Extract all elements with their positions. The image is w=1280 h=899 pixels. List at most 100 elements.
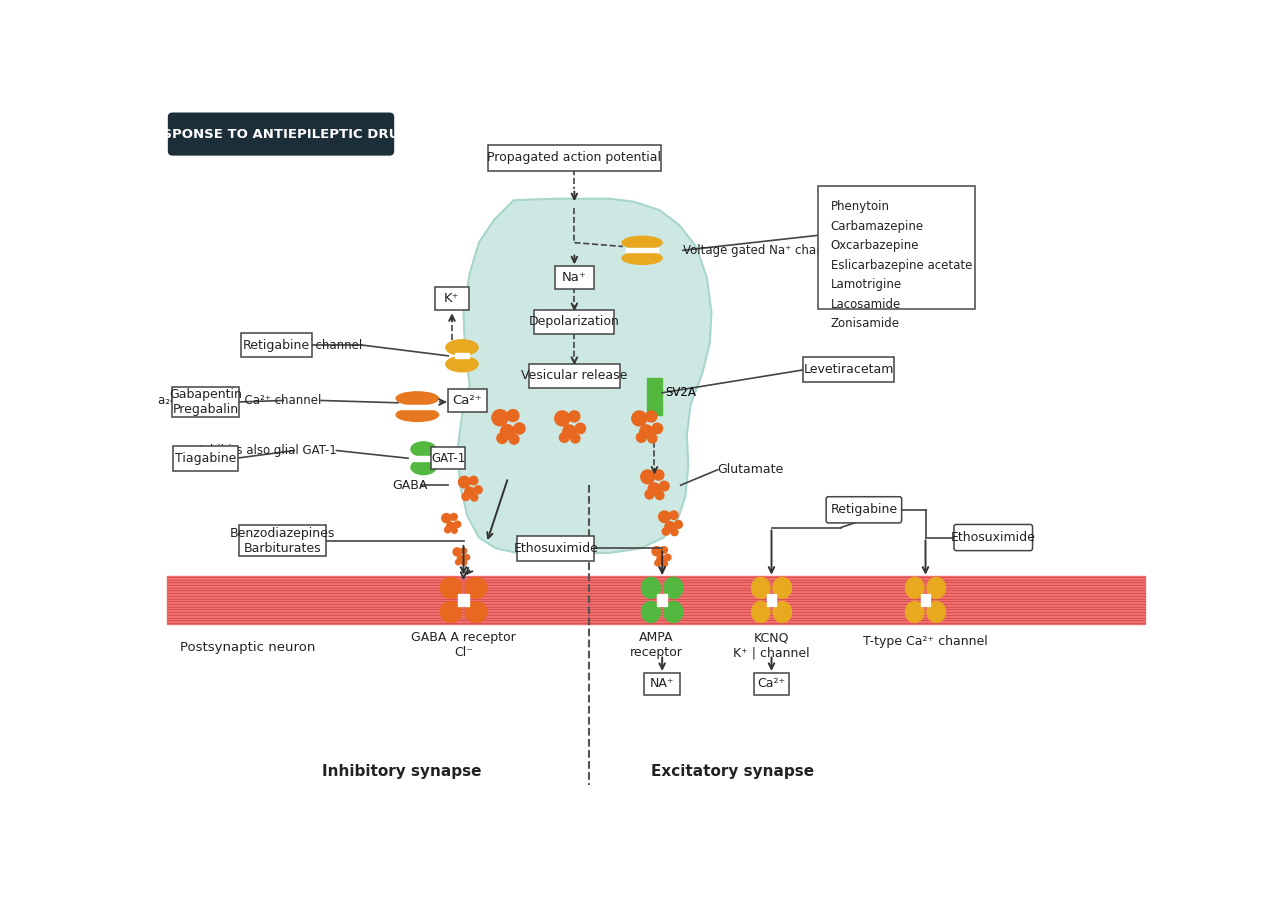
Text: T-type Ca²⁺ channel: T-type Ca²⁺ channel (863, 636, 988, 648)
Text: Vesicular release: Vesicular release (521, 369, 627, 382)
Circle shape (456, 559, 461, 565)
Circle shape (458, 476, 470, 488)
Circle shape (454, 521, 461, 528)
Text: Ca²⁺: Ca²⁺ (453, 394, 483, 407)
Circle shape (474, 485, 483, 494)
Circle shape (655, 491, 664, 500)
Ellipse shape (927, 601, 946, 622)
Text: NA⁺: NA⁺ (650, 677, 675, 690)
Ellipse shape (905, 601, 924, 622)
FancyBboxPatch shape (517, 536, 594, 561)
Text: KCNQ
K⁺ | channel: KCNQ K⁺ | channel (733, 631, 810, 660)
Circle shape (675, 521, 682, 529)
Circle shape (648, 434, 657, 443)
FancyBboxPatch shape (529, 363, 621, 388)
Ellipse shape (396, 392, 439, 405)
Circle shape (640, 425, 653, 438)
Ellipse shape (751, 601, 771, 622)
Text: Gabapentin
Pregabalin: Gabapentin Pregabalin (169, 388, 242, 416)
Circle shape (646, 411, 657, 422)
Ellipse shape (664, 577, 684, 599)
Text: Na⁺: Na⁺ (562, 271, 586, 284)
Circle shape (451, 513, 457, 521)
FancyBboxPatch shape (238, 525, 326, 556)
Bar (646, 378, 662, 415)
Text: Levetiracetam: Levetiracetam (804, 363, 893, 376)
Circle shape (652, 423, 663, 433)
Text: AMPA
receptor: AMPA receptor (630, 631, 682, 660)
Circle shape (648, 483, 660, 494)
Text: SV2A: SV2A (666, 387, 696, 399)
FancyBboxPatch shape (644, 673, 680, 695)
Bar (658, 593, 667, 606)
Circle shape (664, 521, 675, 532)
Circle shape (652, 547, 662, 556)
Circle shape (452, 528, 457, 533)
Circle shape (664, 554, 671, 561)
Circle shape (559, 432, 570, 442)
Text: Ethosuximide: Ethosuximide (513, 542, 598, 555)
Circle shape (492, 410, 508, 426)
FancyBboxPatch shape (448, 389, 486, 412)
Bar (401, 405, 434, 409)
Bar (626, 248, 658, 253)
Text: Voltage gated Na⁺ channel: Voltage gated Na⁺ channel (684, 244, 842, 257)
Circle shape (509, 434, 518, 444)
Circle shape (662, 528, 669, 535)
Text: Inhibits also glial GAT-1: Inhibits also glial GAT-1 (198, 444, 337, 457)
Text: GABA A receptor
Cl⁻: GABA A receptor Cl⁻ (411, 631, 516, 660)
Text: Excitatory synapse: Excitatory synapse (652, 764, 814, 779)
Circle shape (669, 511, 678, 520)
FancyBboxPatch shape (803, 358, 895, 382)
Circle shape (657, 556, 664, 564)
Ellipse shape (664, 601, 684, 622)
Circle shape (462, 560, 467, 565)
Text: a₂δ-subunit of Ca²⁺ channel: a₂δ-subunit of Ca²⁺ channel (157, 394, 321, 407)
Text: Ca²⁺: Ca²⁺ (758, 677, 786, 690)
Circle shape (453, 547, 461, 556)
Circle shape (575, 423, 585, 433)
Circle shape (462, 493, 470, 501)
Text: Benzodiazepines
Barbiturates: Benzodiazepines Barbiturates (230, 527, 335, 555)
Ellipse shape (905, 577, 924, 599)
Bar (458, 593, 468, 606)
Circle shape (659, 511, 671, 522)
Circle shape (442, 513, 451, 522)
Circle shape (654, 470, 664, 480)
Text: Retigabine: Retigabine (831, 503, 897, 516)
Circle shape (662, 561, 667, 566)
Text: Inhibitory synapse: Inhibitory synapse (323, 764, 481, 779)
Ellipse shape (440, 577, 462, 599)
Text: Retigabine: Retigabine (243, 339, 310, 352)
Circle shape (671, 529, 678, 536)
Ellipse shape (641, 601, 660, 622)
Circle shape (568, 411, 580, 422)
FancyBboxPatch shape (954, 524, 1033, 550)
Text: Phenytoin
Carbamazepine
Oxcarbazepine
Eslicarbazepine acetate
Lamotrigine
Lacosa: Phenytoin Carbamazepine Oxcarbazepine Es… (831, 200, 973, 330)
Ellipse shape (411, 442, 436, 457)
Circle shape (655, 560, 660, 566)
Ellipse shape (466, 601, 486, 622)
Circle shape (444, 527, 451, 533)
Ellipse shape (445, 340, 477, 355)
Circle shape (507, 410, 518, 422)
Ellipse shape (440, 601, 462, 622)
Ellipse shape (927, 577, 946, 599)
Circle shape (660, 547, 667, 554)
Circle shape (632, 411, 646, 426)
Circle shape (461, 547, 466, 554)
FancyBboxPatch shape (488, 145, 660, 171)
FancyBboxPatch shape (556, 266, 594, 289)
FancyBboxPatch shape (534, 309, 614, 334)
Ellipse shape (622, 236, 662, 249)
Polygon shape (457, 199, 712, 553)
Text: RESPONSE TO ANTIEPILEPTIC DRUGS: RESPONSE TO ANTIEPILEPTIC DRUGS (142, 128, 420, 140)
FancyBboxPatch shape (168, 112, 394, 156)
Text: GABA: GABA (393, 478, 428, 492)
Circle shape (636, 432, 646, 442)
Bar (920, 593, 931, 606)
Circle shape (645, 490, 654, 499)
Circle shape (457, 556, 465, 563)
FancyBboxPatch shape (818, 186, 975, 309)
Circle shape (470, 476, 477, 485)
